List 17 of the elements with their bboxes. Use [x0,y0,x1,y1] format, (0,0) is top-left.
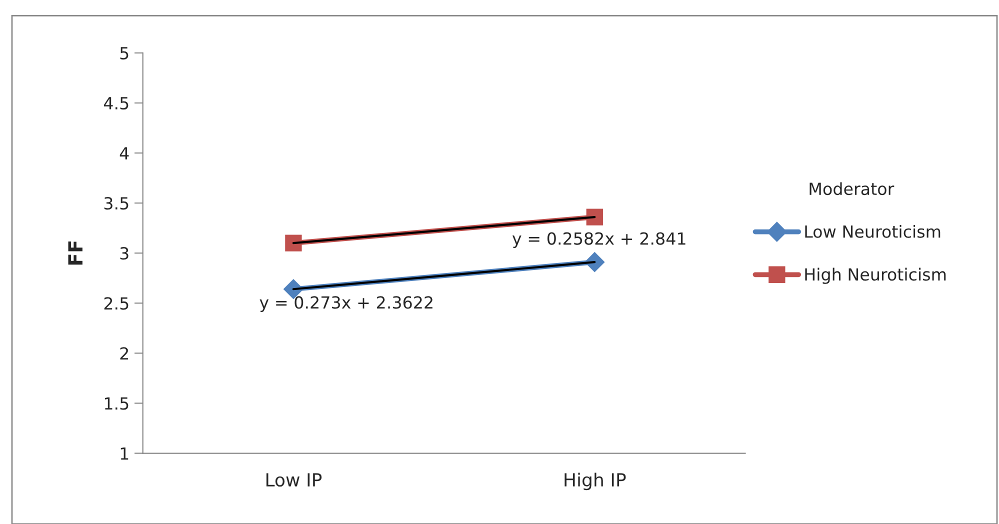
y-tick-label: 2 [120,347,128,360]
annotation: y = 0.2582x + 2.841 [512,232,686,248]
x-tick-label: Low IP [266,473,322,487]
y-tick-label: 2.5 [104,297,128,310]
y-tick-label: 5 [120,47,128,60]
legend-label: Low Neuroticism [805,225,940,238]
y-tick-label: 1.5 [104,397,128,410]
y-tick-label: 1 [120,447,128,460]
legend-title: Moderator [810,182,894,196]
y-axis-title: FF [68,241,82,265]
y-tick-label: 4.5 [104,97,128,110]
annotation: y = 0.273x + 2.3622 [260,296,432,312]
y-tick-label: 3 [120,247,128,260]
y-tick-label: 4 [120,147,129,160]
y-tick-label: 3.5 [104,197,128,210]
x-tick-label: High IP [564,472,626,490]
legend-label: High Neuroticism [805,268,946,284]
